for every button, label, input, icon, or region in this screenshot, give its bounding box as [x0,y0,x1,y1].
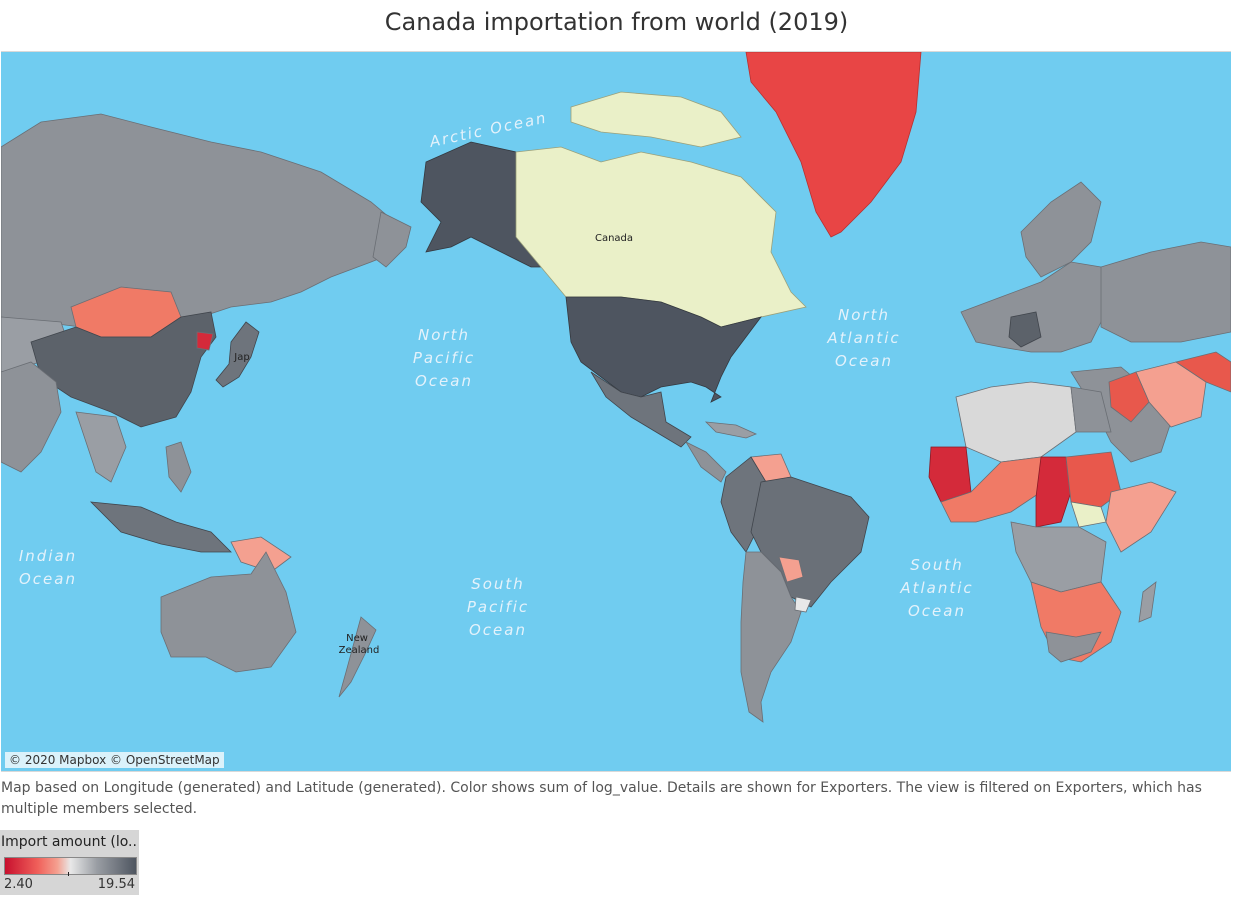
ocean-label-indian-2: Ocean [19,570,77,588]
map-view[interactable]: Arctic Ocean North Pacific Ocean North A… [1,51,1231,772]
ocean-label-north-atlantic-2: Atlantic [826,329,900,347]
region-kamchatka[interactable] [372,211,412,268]
country-label-canada: Canada [595,233,633,244]
region-uruguay[interactable] [794,596,812,613]
region-russia-west[interactable] [1100,241,1231,343]
region-australia[interactable] [160,551,297,673]
country-label-japan: Jap [233,352,249,363]
region-india[interactable] [1,361,62,473]
region-central-america[interactable] [684,441,727,483]
ocean-label-north-pacific-2: Pacific [413,349,475,367]
region-canada-arctic-islands[interactable] [570,91,742,148]
region-horn-of-africa[interactable] [1105,481,1177,553]
region-indonesia[interactable] [89,501,232,553]
region-china[interactable] [30,311,217,428]
region-north-korea[interactable] [196,331,214,351]
region-united-states[interactable] [565,296,762,403]
legend-title: Import amount (lo.. [1,834,137,850]
legend-gradient-bar [4,857,137,875]
ocean-label-south-pacific-1: South [471,575,525,593]
ocean-label-south-atlantic-3: Ocean [908,602,966,620]
legend-min-value: 2.40 [4,877,33,892]
region-egypt[interactable] [1070,386,1112,433]
legend-max-value: 19.54 [97,877,135,892]
ocean-label-north-atlantic-3: Ocean [835,352,893,370]
region-philippines[interactable] [165,441,192,493]
map-attribution[interactable]: © 2020 Mapbox © OpenStreetMap [5,752,224,768]
country-label-new-zealand-1: New [346,633,368,644]
ocean-label-south-pacific-3: Ocean [469,621,527,639]
region-iraq[interactable] [1108,371,1150,423]
region-caribbean[interactable] [704,421,758,439]
region-greenland[interactable] [745,52,922,238]
region-germany[interactable] [1008,311,1042,348]
region-madagascar[interactable] [1138,581,1157,623]
ocean-label-south-atlantic-1: South [910,556,964,574]
region-southeast-asia[interactable] [75,411,127,483]
ocean-label-north-pacific-1: North [418,326,470,344]
map-canvas[interactable]: Arctic Ocean North Pacific Ocean North A… [1,52,1231,771]
ocean-label-south-atlantic-2: Atlantic [899,579,973,597]
color-legend[interactable]: Import amount (lo.. 2.40 19.54 [0,830,139,895]
ocean-label-north-atlantic-1: North [838,306,890,324]
region-new-zealand[interactable] [338,616,377,698]
region-paraguay[interactable] [778,556,804,583]
region-mexico[interactable] [590,371,692,448]
ocean-label-north-pacific-3: Ocean [415,372,473,390]
region-argentina-chile[interactable] [740,551,802,723]
region-scandinavia[interactable] [1020,181,1102,278]
map-caption: Map based on Longitude (generated) and L… [1,780,1202,817]
region-afghanistan[interactable] [1175,351,1231,393]
legend-midpoint-tick [68,872,69,876]
chart-title: Canada importation from world (2019) [384,8,849,36]
region-japan[interactable] [215,321,260,388]
ocean-label-south-pacific-2: Pacific [467,598,529,616]
region-papua-new-guinea[interactable] [230,536,292,573]
ocean-label-indian-1: Indian [19,547,77,565]
country-label-new-zealand-2: Zealand [339,645,380,656]
region-south-africa[interactable] [1045,631,1102,663]
